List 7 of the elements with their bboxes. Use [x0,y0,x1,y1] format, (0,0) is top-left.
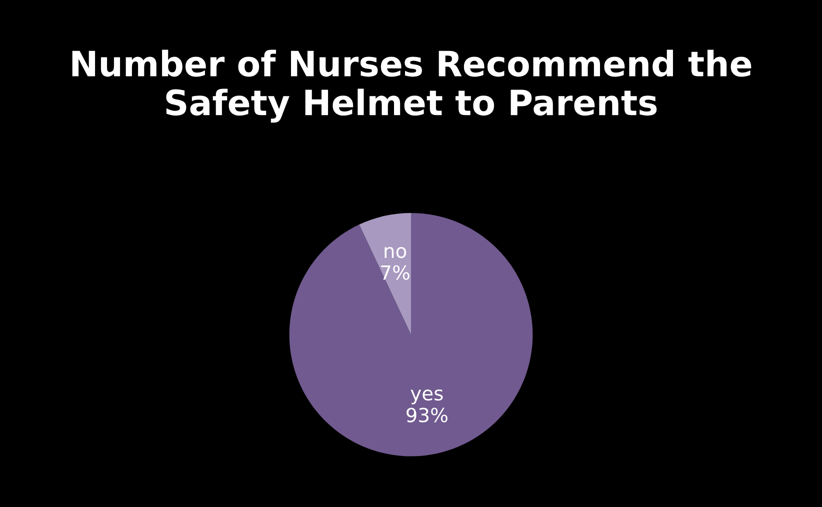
pie-slice [289,212,533,456]
pie-slice [359,212,411,335]
data-label: 7% [381,265,410,280]
slice-label: yes [410,389,443,404]
data-label: 93% [406,408,448,422]
slice-label: no [384,246,406,258]
chart-title: Number of Nurses Recommend the Safety Helmet to Parents [72,50,752,123]
